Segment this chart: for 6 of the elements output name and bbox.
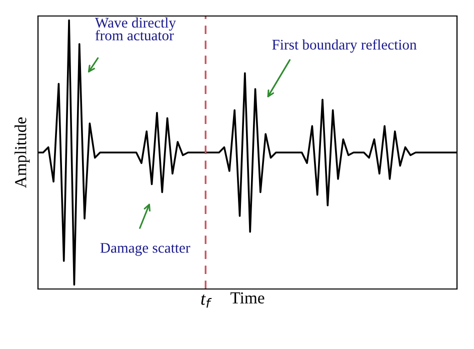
y-axis-title: Amplitude (14, 117, 30, 188)
annotation: Wave directly from actuator (95, 17, 176, 40)
x-axis-title: Time (230, 292, 264, 304)
annotation: First boundary reflection (272, 39, 417, 53)
text: t$_{f}$ (201, 294, 212, 308)
annotation: Damage scatter (100, 243, 190, 256)
